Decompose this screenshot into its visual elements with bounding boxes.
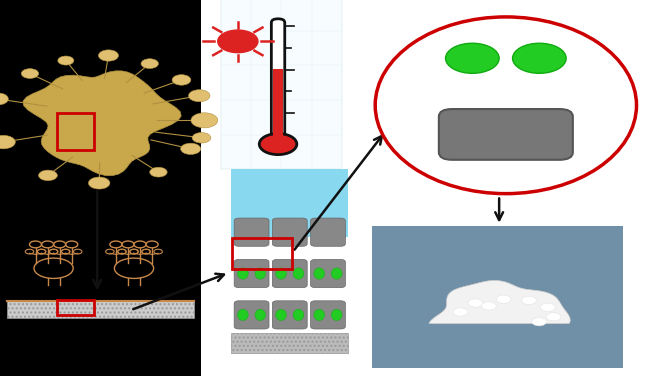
Ellipse shape: [375, 17, 636, 194]
Circle shape: [0, 135, 15, 149]
Bar: [0, 0, 201, 376]
Ellipse shape: [314, 268, 325, 279]
Circle shape: [98, 50, 119, 61]
FancyBboxPatch shape: [310, 301, 346, 329]
FancyBboxPatch shape: [272, 218, 307, 246]
Circle shape: [88, 177, 110, 189]
Ellipse shape: [276, 268, 287, 279]
FancyBboxPatch shape: [234, 301, 269, 329]
Circle shape: [188, 90, 210, 102]
Circle shape: [513, 43, 566, 73]
Circle shape: [149, 167, 167, 177]
Circle shape: [218, 30, 258, 53]
Ellipse shape: [331, 268, 342, 279]
Circle shape: [532, 318, 547, 326]
Circle shape: [259, 133, 297, 155]
Circle shape: [453, 308, 468, 316]
Circle shape: [541, 303, 555, 311]
Bar: [231, 169, 348, 237]
Circle shape: [0, 93, 8, 105]
Circle shape: [21, 69, 39, 79]
Bar: [221, 0, 342, 169]
Bar: [273, 69, 283, 142]
Ellipse shape: [293, 268, 304, 279]
Circle shape: [39, 170, 58, 180]
Ellipse shape: [276, 309, 287, 320]
FancyBboxPatch shape: [272, 259, 307, 288]
Circle shape: [141, 59, 158, 68]
Ellipse shape: [293, 309, 304, 320]
Circle shape: [546, 312, 561, 321]
Bar: [57, 300, 94, 315]
Circle shape: [446, 43, 499, 73]
Ellipse shape: [237, 268, 249, 279]
FancyBboxPatch shape: [272, 301, 307, 329]
Ellipse shape: [331, 309, 342, 320]
FancyBboxPatch shape: [234, 259, 269, 288]
FancyBboxPatch shape: [439, 109, 573, 160]
FancyBboxPatch shape: [271, 19, 285, 145]
Circle shape: [172, 75, 191, 85]
Bar: [231, 333, 348, 353]
Circle shape: [496, 295, 511, 303]
Bar: [7, 301, 194, 318]
Circle shape: [468, 299, 483, 307]
Ellipse shape: [237, 309, 249, 320]
Bar: [232, 238, 292, 269]
Circle shape: [482, 302, 496, 310]
Bar: [372, 226, 623, 368]
FancyBboxPatch shape: [234, 218, 269, 246]
Circle shape: [181, 143, 201, 155]
Polygon shape: [23, 71, 181, 176]
Circle shape: [521, 296, 536, 305]
Circle shape: [192, 132, 211, 143]
Circle shape: [191, 113, 218, 128]
FancyBboxPatch shape: [310, 259, 346, 288]
Circle shape: [58, 56, 74, 65]
Polygon shape: [429, 280, 570, 323]
Bar: [57, 113, 94, 150]
FancyBboxPatch shape: [310, 218, 346, 246]
Ellipse shape: [255, 309, 266, 320]
Ellipse shape: [255, 268, 266, 279]
Ellipse shape: [314, 309, 325, 320]
